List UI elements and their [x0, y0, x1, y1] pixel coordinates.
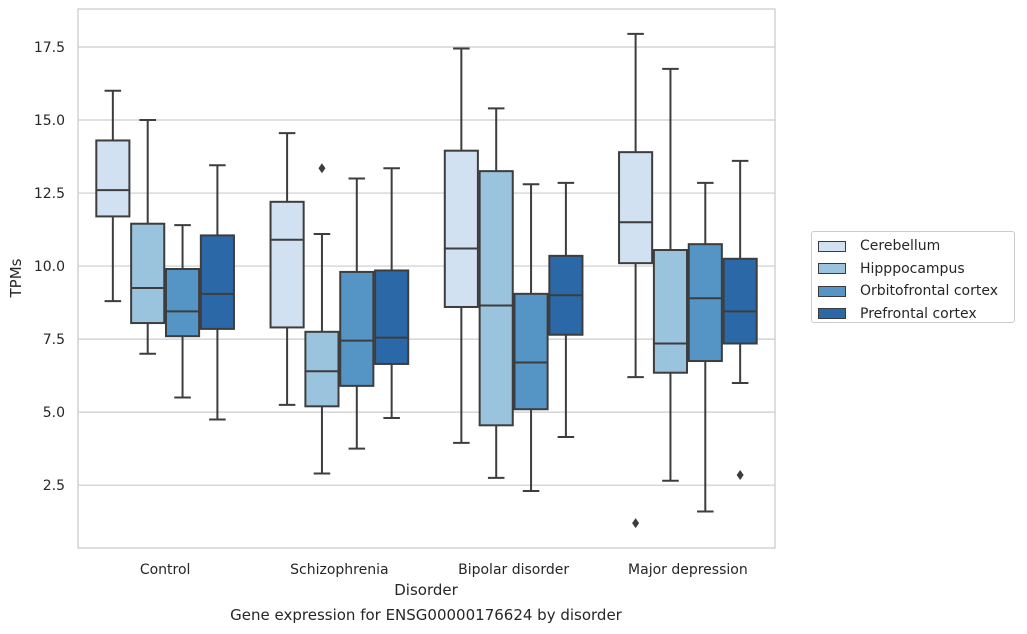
axis-ticks: 2.5 5.0 7.5 10.0 12.5 15.0 17.5 Control Schizoph… [34, 40, 748, 578]
box-iqr [95, 139, 131, 218]
box-iqr [443, 149, 479, 308]
box-iqr [199, 234, 235, 330]
legend-swatch-cerebellum [818, 240, 846, 252]
y-tick-label: 15.0 [34, 113, 65, 129]
box-iqr [339, 270, 375, 387]
x-tick-label: Major depression [628, 562, 748, 578]
box-0-2 [443, 47, 479, 444]
box-iqr [513, 292, 549, 411]
legend-item-hippocampus: Hipppocampus [818, 258, 1014, 281]
y-axis-label: TPMs [7, 258, 25, 298]
box-iqr [478, 170, 514, 427]
box-2-0 [164, 224, 201, 399]
outlier-point [736, 469, 744, 480]
y-tick-label: 7.5 [43, 332, 65, 348]
legend-item-orbitofrontal: Orbitofrontal cortex [818, 280, 1014, 303]
box-iqr [374, 269, 410, 365]
y-tick-label: 17.5 [34, 40, 65, 56]
outlier-point [632, 518, 640, 529]
box-3-0 [199, 164, 235, 421]
legend-swatch-hippocampus [818, 263, 846, 275]
box-2-1 [339, 177, 375, 450]
box-iqr [722, 257, 758, 345]
legend-label: Orbitofrontal cortex [860, 283, 998, 300]
box-2-2 [513, 183, 549, 493]
box-0-3 [618, 32, 654, 529]
box-iqr [618, 151, 654, 265]
grid-lines [78, 46, 775, 486]
box-iqr [130, 222, 166, 325]
x-tick-label: Control [140, 562, 191, 578]
box-3-1 [374, 167, 410, 419]
box-3-3 [722, 159, 758, 480]
box-1-0 [130, 119, 166, 355]
outlier-point [318, 163, 326, 174]
x-tick-label: Schizophrenia [290, 562, 388, 578]
y-tick-label: 2.5 [43, 478, 65, 494]
box-groups [95, 32, 758, 529]
y-tick-label: 5.0 [43, 405, 65, 421]
chart-title: Gene expression for ENSG00000176624 by d… [230, 606, 622, 624]
legend: Cerebellum Hipppocampus Orbitofrontal co… [811, 231, 1015, 323]
box-iqr [164, 268, 201, 338]
y-tick-label: 10.0 [34, 259, 65, 275]
box-1-1 [304, 163, 340, 475]
box-0-1 [269, 132, 305, 406]
box-1-2 [478, 107, 514, 479]
legend-swatch-orbitofrontal [818, 285, 846, 297]
legend-label: Cerebellum [860, 238, 941, 255]
box-1-3 [652, 67, 689, 482]
box-iqr [687, 243, 723, 363]
legend-label: Prefrontal cortex [860, 305, 977, 322]
box-0-0 [95, 89, 131, 303]
y-tick-label: 12.5 [34, 186, 65, 202]
legend-item-cerebellum: Cerebellum [818, 235, 1014, 258]
box-iqr [652, 249, 689, 374]
legend-swatch-prefrontal [818, 308, 846, 320]
box-3-2 [548, 181, 584, 438]
box-2-3 [687, 181, 723, 513]
legend-label: Hipppocampus [860, 260, 965, 277]
legend-item-prefrontal: Prefrontal cortex [818, 303, 1014, 326]
x-tick-label: Bipolar disorder [458, 562, 569, 578]
box-iqr [304, 330, 340, 408]
box-iqr [269, 200, 305, 329]
x-axis-label: Disorder [394, 581, 458, 599]
